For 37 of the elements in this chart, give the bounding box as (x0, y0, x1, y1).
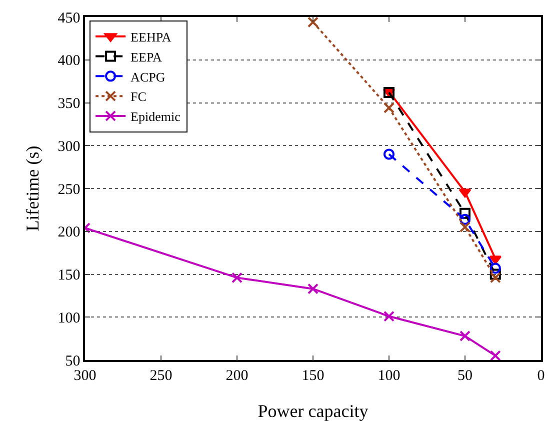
x-tick-label: 0 (537, 368, 545, 384)
legend-label: FC (130, 89, 146, 104)
point (384, 148, 394, 160)
point (460, 214, 470, 225)
y-tick-label: 350 (58, 96, 80, 112)
legend-label: EEHPA (130, 29, 172, 44)
y-tick-label: 100 (58, 310, 80, 326)
x-tick-label: 150 (302, 368, 324, 384)
point (384, 102, 394, 114)
x-tick-label: 200 (226, 368, 248, 384)
point (308, 17, 318, 28)
y-tick-label: 450 (58, 10, 80, 26)
x-axis-title: Power capacity (258, 401, 368, 421)
point (490, 272, 501, 284)
point (490, 350, 501, 360)
y-tick-label: 50 (65, 353, 80, 370)
x-tick-label: 300 (74, 368, 96, 384)
point (490, 262, 501, 274)
x-tick-label: 100 (378, 368, 400, 384)
x-tick-label: 250 (150, 368, 172, 384)
legend-label: ACPG (130, 69, 166, 84)
y-tick-label: 200 (58, 224, 80, 241)
y-tick-label: 150 (58, 268, 80, 284)
y-axis-title: Lifetime (s) (22, 146, 42, 232)
point (232, 272, 242, 284)
point (460, 208, 470, 219)
point (460, 330, 470, 342)
legend-label: EEPA (130, 49, 162, 64)
y-tick-label: 250 (58, 182, 80, 198)
y-tick-label: 400 (58, 53, 80, 70)
y-tick-label: 300 (58, 138, 80, 155)
point (490, 268, 501, 280)
point (460, 222, 470, 233)
x-tick-label: 50 (458, 368, 472, 384)
point (384, 310, 394, 322)
point (308, 283, 318, 294)
legend-label: Epidemic (130, 109, 181, 124)
